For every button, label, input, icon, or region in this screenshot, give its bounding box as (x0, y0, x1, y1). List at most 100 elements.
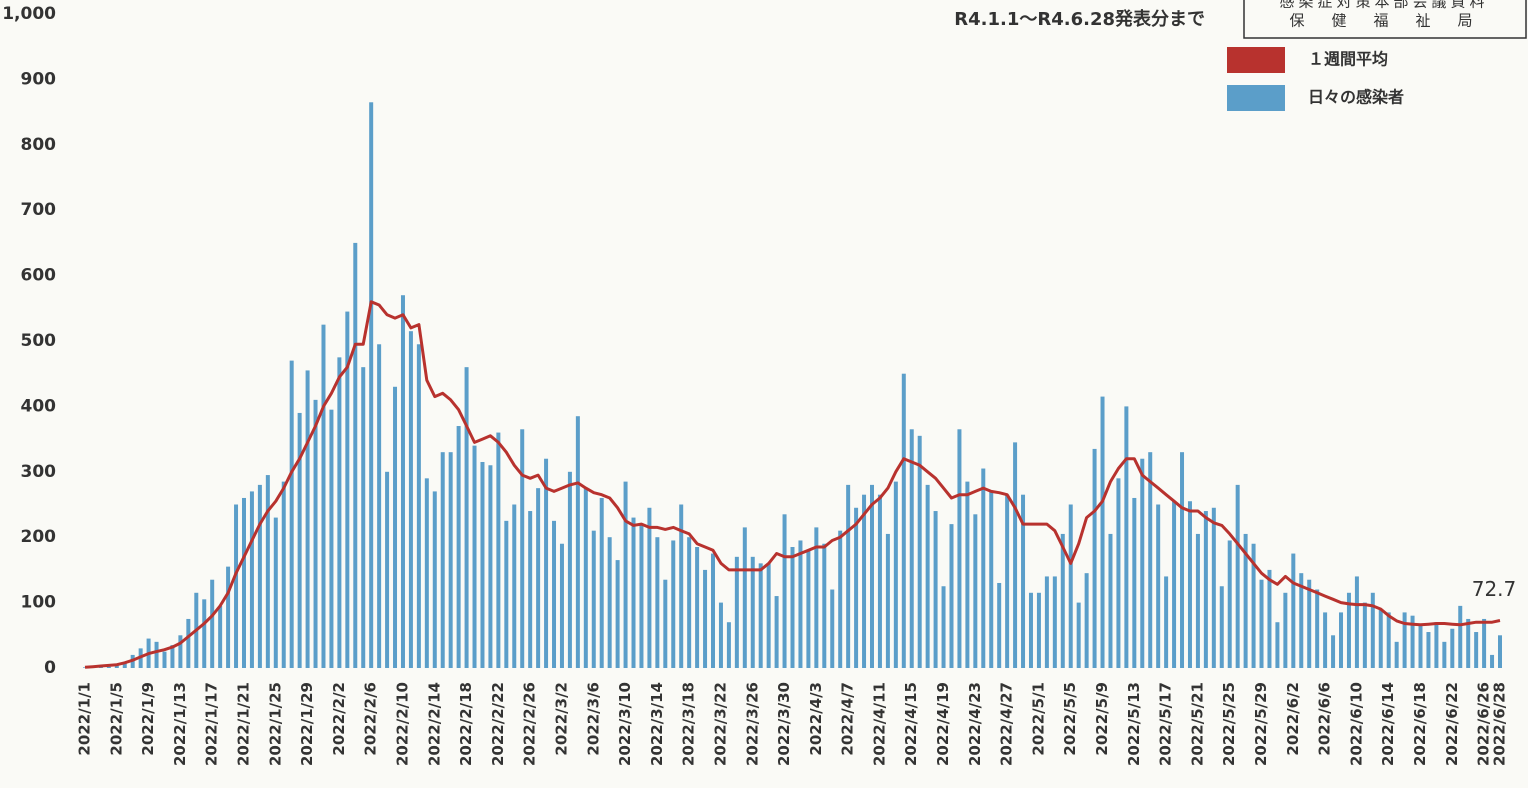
bar (154, 641, 159, 668)
x-tick-label: 2022/2/6 (362, 682, 380, 756)
bar (1386, 612, 1391, 668)
bar (1044, 576, 1049, 668)
x-tick-label: 2022/6/14 (1379, 682, 1397, 766)
bar (1474, 632, 1479, 668)
bar (313, 399, 318, 668)
bar (520, 429, 525, 668)
x-tick-label: 2022/5/1 (1029, 682, 1047, 756)
x-tick-label: 2022/2/2 (330, 682, 348, 756)
bar (798, 540, 803, 668)
bar (909, 429, 914, 668)
bar (591, 530, 596, 668)
x-tick-label: 2022/6/10 (1347, 682, 1365, 766)
bar (361, 367, 366, 668)
bar (504, 520, 509, 668)
bar (1315, 589, 1320, 668)
x-tick-label: 2022/1/9 (139, 682, 157, 756)
x-tick-label: 2022/4/11 (870, 682, 888, 766)
bar (1068, 504, 1073, 668)
bar (1426, 632, 1431, 668)
y-tick-label: 700 (21, 200, 57, 220)
bar (424, 478, 429, 668)
bar (257, 484, 262, 668)
x-tick-label: 2022/5/13 (1125, 682, 1143, 766)
x-tick-label: 2022/4/23 (966, 682, 984, 766)
x-tick-label: 2022/3/10 (616, 682, 634, 766)
bar (1299, 573, 1304, 668)
bar (774, 596, 779, 668)
bar (917, 435, 922, 668)
bar (1275, 622, 1280, 668)
bar (695, 547, 700, 668)
x-tick-label: 2022/2/26 (521, 682, 539, 766)
bar (687, 537, 692, 668)
x-tick-label: 2022/1/29 (298, 682, 316, 766)
x-tick-label: 2022/5/25 (1220, 682, 1238, 766)
y-tick-label: 200 (21, 527, 57, 547)
bar (671, 540, 676, 668)
bar (1172, 501, 1177, 668)
bar (615, 560, 620, 668)
x-tick-label: 2022/4/3 (807, 682, 825, 756)
x-tick-label: 2022/1/17 (203, 682, 221, 766)
bar (655, 537, 660, 668)
bar (711, 553, 716, 668)
bar (1346, 592, 1351, 668)
bar (854, 507, 859, 668)
legend-swatch (1227, 85, 1285, 111)
bar (1442, 641, 1447, 668)
bar (512, 504, 517, 668)
x-tick-label: 2022/4/27 (998, 682, 1016, 766)
bar (1394, 641, 1399, 668)
bar (1418, 625, 1423, 668)
bar (496, 432, 501, 668)
bar (1140, 458, 1145, 668)
bar (973, 514, 978, 668)
bar (1036, 592, 1041, 668)
bar (536, 488, 541, 668)
bar (345, 311, 350, 668)
x-tick-label: 2022/6/6 (1316, 682, 1334, 756)
bar (369, 102, 374, 669)
bar (766, 563, 771, 668)
bar (456, 426, 461, 668)
bar (400, 295, 405, 668)
bar (941, 586, 946, 668)
bar (178, 635, 183, 668)
bar (1108, 533, 1113, 668)
bar (631, 517, 636, 668)
x-tick-label: 2022/1/13 (171, 682, 189, 766)
bar (234, 504, 239, 668)
x-tick-label: 2022/3/14 (648, 682, 666, 766)
bar (1076, 602, 1081, 668)
bar (718, 602, 723, 668)
y-tick-label: 600 (21, 266, 57, 286)
x-tick-label: 2022/6/18 (1411, 682, 1429, 766)
bar (1267, 569, 1272, 668)
bar (249, 491, 254, 668)
bar (567, 471, 572, 668)
bar (1219, 586, 1224, 668)
x-tick-label: 2022/3/2 (552, 682, 570, 756)
bar (1235, 484, 1240, 668)
x-tick-label: 2022/6/2 (1284, 682, 1302, 756)
bar (1028, 592, 1033, 668)
bar (790, 547, 795, 668)
bar (1116, 478, 1121, 668)
x-tick-label: 2022/2/18 (457, 682, 475, 766)
x-tick-label: 2022/3/22 (711, 682, 729, 766)
bar (528, 511, 533, 668)
bar (575, 416, 580, 668)
bar (241, 497, 246, 668)
bar (170, 645, 175, 668)
bar (1195, 533, 1200, 668)
bar (273, 517, 278, 668)
bar (1482, 618, 1487, 668)
bar (830, 589, 835, 668)
x-tick-label: 2022/6/26 (1475, 682, 1493, 766)
bar (877, 494, 882, 668)
y-tick-label: 500 (21, 331, 57, 351)
stamp-line: 感染症対策本部会議資料 (1279, 0, 1488, 11)
legend-label: １週間平均 (1308, 50, 1388, 69)
